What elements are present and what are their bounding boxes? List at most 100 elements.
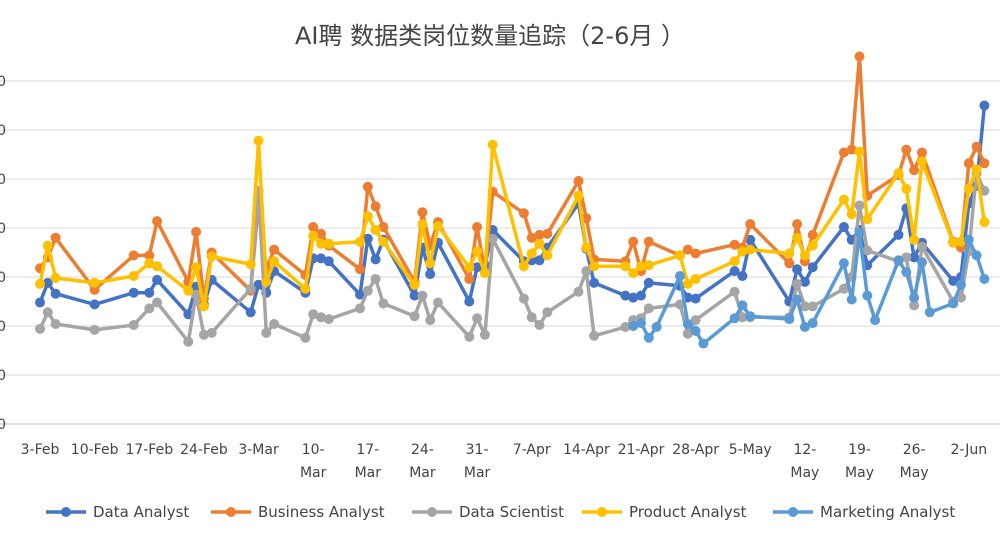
data-point-data-scientist [152,297,163,308]
data-point-data-analyst [316,253,326,264]
x-tick-label: 12-May [790,442,819,481]
data-point-product-analyst [300,283,311,294]
data-point-data-analyst [370,254,381,265]
data-point-data-analyst [253,279,264,290]
data-point-product-analyst [35,278,45,289]
data-point-data-scientist [807,301,818,312]
data-point-data-scientist [917,241,927,252]
data-point-product-analyst [682,278,693,289]
data-point-business-analyst [378,222,389,232]
data-point-product-analyst [378,236,389,247]
data-point-product-analyst [191,262,202,273]
x-tick-label: 5-May [729,442,772,458]
data-point-data-analyst [472,262,483,273]
data-point-data-analyst [628,292,639,303]
data-point-data-scientist [479,329,490,340]
data-point-data-analyst [909,252,920,263]
data-point-business-analyst [917,147,927,158]
data-point-product-analyst [42,240,53,251]
data-point-marketing-analyst [745,311,756,322]
data-point-data-scientist [35,323,45,334]
data-point-data-analyst [799,276,810,287]
data-point-marketing-analyst [924,307,935,318]
x-tick-label: 3-Feb [21,442,60,458]
data-point-data-analyst [792,264,803,275]
data-point-product-analyst [323,238,334,249]
data-point-marketing-analyst [909,292,920,303]
data-point-business-analyst [152,216,163,227]
legend-swatch-marker [788,507,798,517]
data-point-data-scientist [573,286,584,297]
data-point-product-analyst [316,238,326,249]
x-tick-label: 21-Apr [618,442,665,458]
data-point-business-analyst [971,141,982,152]
data-point-product-analyst [893,168,904,179]
data-point-data-scientist [542,307,553,318]
chart-title: AI聘 数据类岗位数量追踪（2-6月 ） [295,22,685,50]
data-point-marketing-analyst [675,271,685,281]
legend-item-data-scientist: Data Scientist [412,503,564,521]
x-tick-label: 28-Apr [672,442,719,458]
x-tick-label: 31-Mar [464,442,491,481]
data-point-product-analyst [628,268,639,279]
data-point-product-analyst [526,248,537,259]
y-tick-label: 1500 [0,270,6,286]
data-point-product-analyst [729,256,740,267]
data-point-product-analyst [362,211,373,222]
data-point-data-analyst [589,277,600,288]
series-marketing-analyst [628,227,990,349]
data-point-marketing-analyst [971,250,982,261]
data-point-data-analyst [144,287,155,298]
data-point-business-analyst [643,236,654,247]
data-point-business-analyst [979,158,990,169]
data-point-product-analyst [846,209,857,220]
data-point-data-scientist [792,278,803,289]
data-point-product-analyst [737,246,748,257]
y-tick-label: 500 [0,368,6,384]
y-tick-label: 2500 [0,172,6,188]
data-point-data-scientist [308,309,319,320]
x-tick-label: 24-Feb [180,442,228,458]
x-tick-label: 14-Apr [563,442,610,458]
data-point-product-analyst [917,156,927,167]
data-point-business-analyst [417,207,428,218]
data-point-data-scientist [909,300,920,311]
data-point-product-analyst [838,194,849,205]
data-point-data-scientist [901,252,912,263]
data-point-data-analyst [643,277,654,288]
x-tick-label: 10-Mar [300,442,327,481]
data-point-product-analyst [909,234,920,245]
data-point-marketing-analyst [807,318,818,329]
data-point-data-analyst [838,222,849,232]
data-point-product-analyst [128,271,139,281]
data-point-data-scientist [854,200,865,211]
data-point-data-scientist [300,332,311,343]
x-tick-label: 19-May [845,442,874,481]
data-point-business-analyst [370,201,381,212]
data-point-marketing-analyst [862,290,873,301]
data-point-data-scientist [838,283,849,294]
x-tick-label: 10-Feb [71,442,119,458]
data-point-marketing-analyst [651,322,662,332]
data-point-data-analyst [409,290,420,301]
data-point-data-scientist [620,322,631,332]
legend-label: Marketing Analyst [820,503,955,521]
data-point-marketing-analyst [846,294,857,305]
data-point-marketing-analyst [838,258,849,269]
data-point-data-analyst [690,293,701,304]
data-point-product-analyst [261,276,272,287]
data-point-product-analyst [963,183,974,194]
data-point-business-analyst [191,226,202,237]
y-tick-label: 2000 [0,221,6,237]
data-point-marketing-analyst [729,313,740,324]
legend-swatch-marker [226,507,236,517]
data-point-data-analyst [42,277,53,288]
y-tick-label: 1000 [0,319,6,335]
data-point-product-analyst [784,248,795,259]
data-point-data-analyst [807,262,818,273]
data-point-data-scientist [183,336,194,347]
data-point-marketing-analyst [737,300,748,311]
data-point-data-scientist [269,319,280,329]
